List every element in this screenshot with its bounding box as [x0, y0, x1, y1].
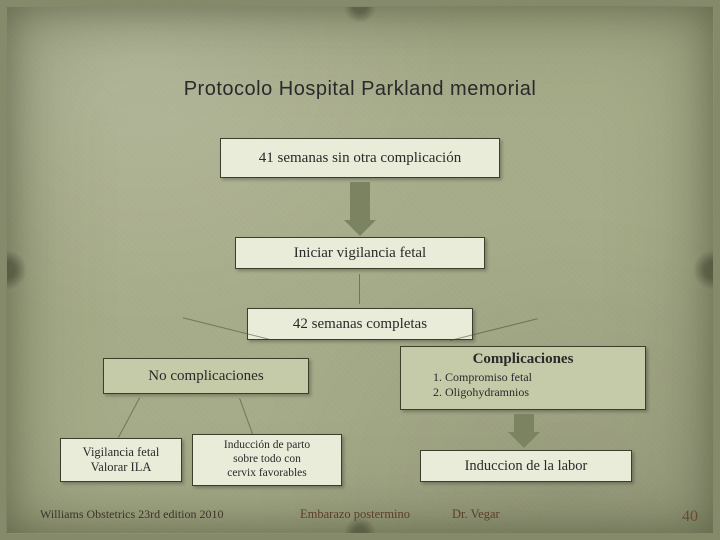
complications-title: Complicaciones	[411, 351, 635, 368]
citation-text: Williams Obstetrics 23rd edition 2010	[40, 507, 224, 522]
complications-item: Compromiso fetal	[445, 370, 635, 385]
node-start-surveillance: Iniciar vigilancia fetal	[235, 237, 485, 269]
node-line: Vigilancia fetal	[83, 445, 160, 460]
node-line: cervix favorables	[224, 467, 310, 481]
slide-title: Protocolo Hospital Parkland memorial	[0, 78, 720, 101]
arrow-down-icon	[350, 182, 370, 222]
node-42-weeks: 42 semanas completas	[247, 308, 473, 340]
complications-list: Compromiso fetal Oligohydramnios	[445, 370, 635, 400]
node-line: sobre todo con	[224, 453, 310, 467]
node-labor-induction-favorable: Inducción de parto sobre todo con cervix…	[192, 434, 342, 486]
node-fetal-surveillance: Vigilancia fetal Valorar ILA	[60, 438, 182, 482]
node-line: Valorar ILA	[83, 460, 160, 475]
footer-topic: Embarazo postermino	[300, 507, 410, 522]
node-complications: Complicaciones Compromiso fetal Oligohyd…	[400, 346, 646, 410]
node-line: Inducción de parto	[224, 439, 310, 453]
arrow-down-icon	[514, 414, 534, 434]
footer-author: Dr. Vegar	[452, 507, 500, 522]
complications-item: Oligohydramnios	[445, 385, 635, 400]
node-41-weeks: 41 semanas sin otra complicación	[220, 138, 500, 178]
page-number: 40	[682, 508, 698, 526]
node-no-complications: No complicaciones	[103, 358, 309, 394]
connector-line	[359, 274, 360, 304]
node-labor-induction: Induccion de la labor	[420, 450, 632, 482]
